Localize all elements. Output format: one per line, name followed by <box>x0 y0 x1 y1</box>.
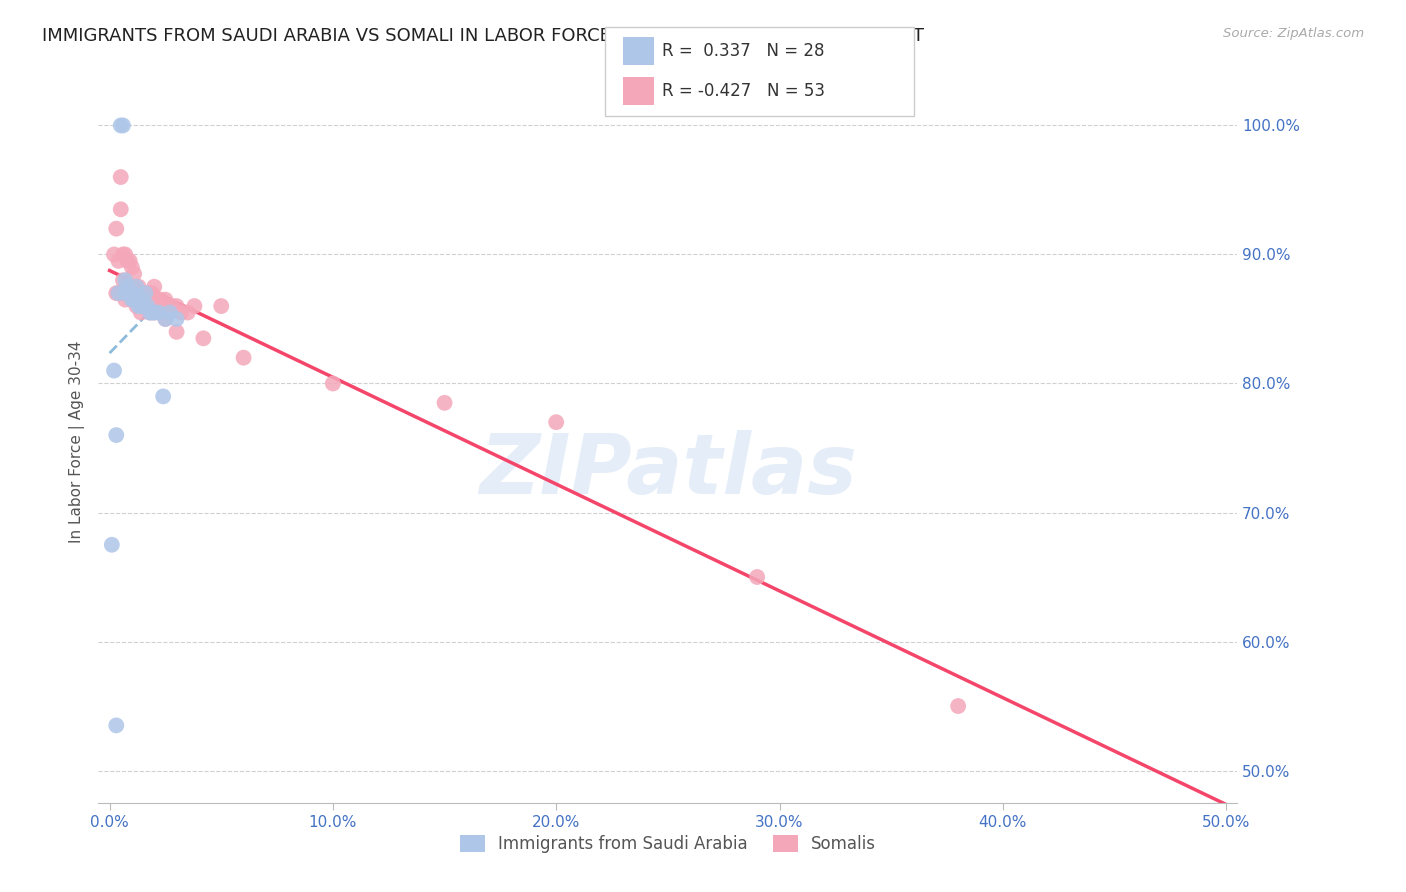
Point <box>139 305 162 319</box>
Point <box>193 331 215 345</box>
Point <box>114 273 136 287</box>
Point <box>107 286 129 301</box>
Point <box>129 286 152 301</box>
Point <box>152 389 174 403</box>
Point <box>107 253 129 268</box>
Point <box>177 305 200 319</box>
Point <box>125 299 148 313</box>
Point <box>166 325 188 339</box>
Point <box>103 247 125 261</box>
Point <box>114 286 136 301</box>
Point <box>145 293 167 307</box>
Point <box>148 305 170 319</box>
Point <box>117 253 139 268</box>
Point <box>143 305 166 319</box>
Point <box>152 299 174 313</box>
Point <box>128 279 150 293</box>
Point <box>155 293 177 307</box>
Point <box>159 305 181 319</box>
Point <box>125 279 148 293</box>
Point <box>183 299 205 313</box>
Point <box>139 305 162 319</box>
Point <box>136 299 159 313</box>
Point <box>105 286 128 301</box>
Point <box>159 299 181 313</box>
Point <box>103 363 125 377</box>
Point <box>132 293 155 307</box>
Point <box>134 299 156 313</box>
Point <box>209 299 232 313</box>
Point <box>111 286 134 301</box>
Point <box>946 699 969 714</box>
Text: IMMIGRANTS FROM SAUDI ARABIA VS SOMALI IN LABOR FORCE | AGE 30-34 CORRELATION CH: IMMIGRANTS FROM SAUDI ARABIA VS SOMALI I… <box>42 27 924 45</box>
Point <box>136 293 159 307</box>
Y-axis label: In Labor Force | Age 30-34: In Labor Force | Age 30-34 <box>69 340 84 543</box>
Point <box>141 305 163 319</box>
Point <box>129 305 152 319</box>
Point <box>149 293 172 307</box>
Point <box>105 718 128 732</box>
Point <box>155 312 177 326</box>
Point <box>121 293 143 307</box>
Point <box>232 351 254 365</box>
Point <box>128 299 150 313</box>
Text: R = -0.427   N = 53: R = -0.427 N = 53 <box>662 82 825 100</box>
Point <box>132 286 155 301</box>
Point <box>546 415 568 429</box>
Point <box>139 286 162 301</box>
Point <box>747 570 769 584</box>
Point <box>125 279 148 293</box>
Point <box>107 286 129 301</box>
Point <box>110 202 132 217</box>
Point <box>111 119 134 133</box>
Point <box>160 299 183 313</box>
Point <box>155 312 177 326</box>
Point <box>101 538 124 552</box>
Point <box>143 305 166 319</box>
Point <box>111 247 134 261</box>
Text: Source: ZipAtlas.com: Source: ZipAtlas.com <box>1223 27 1364 40</box>
Point <box>143 279 166 293</box>
Point <box>433 396 456 410</box>
Point <box>117 279 139 293</box>
Point <box>118 286 141 301</box>
Point <box>114 247 136 261</box>
Point <box>134 293 156 307</box>
Text: R =  0.337   N = 28: R = 0.337 N = 28 <box>662 42 825 60</box>
Point <box>121 260 143 275</box>
Point <box>121 293 143 307</box>
Point <box>170 305 193 319</box>
Point <box>111 273 134 287</box>
Point <box>118 253 141 268</box>
Point <box>110 119 132 133</box>
Point <box>105 221 128 235</box>
Point <box>129 299 152 313</box>
Point <box>122 293 145 307</box>
Point <box>117 286 139 301</box>
Point <box>122 267 145 281</box>
Point <box>166 312 188 326</box>
Point <box>141 286 163 301</box>
Point <box>121 286 143 301</box>
Point <box>105 428 128 442</box>
Point <box>134 286 156 301</box>
Legend: Immigrants from Saudi Arabia, Somalis: Immigrants from Saudi Arabia, Somalis <box>453 828 883 860</box>
Text: ZIPatlas: ZIPatlas <box>479 430 856 511</box>
Point <box>166 299 188 313</box>
Point <box>110 169 132 184</box>
Point <box>148 299 170 313</box>
Point <box>322 376 344 391</box>
Point <box>114 293 136 307</box>
